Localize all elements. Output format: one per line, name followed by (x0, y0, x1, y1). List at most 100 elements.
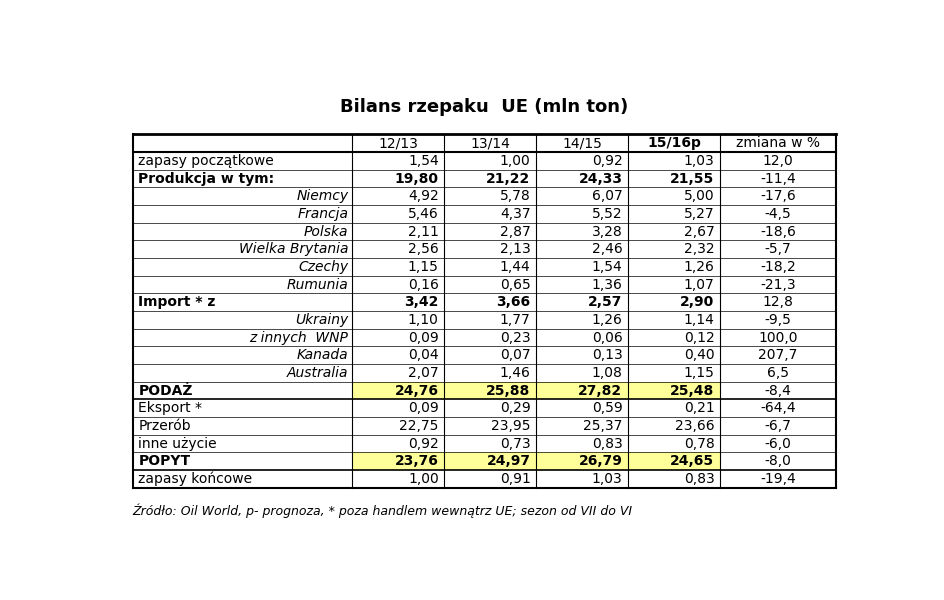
Text: 24,76: 24,76 (395, 383, 438, 398)
Text: 0,40: 0,40 (683, 348, 714, 362)
Text: 1,03: 1,03 (683, 154, 714, 168)
Text: 0,12: 0,12 (683, 331, 714, 344)
Text: 100,0: 100,0 (757, 331, 797, 344)
Text: Kanada: Kanada (296, 348, 348, 362)
Text: zmiana w %: zmiana w % (735, 136, 819, 150)
Text: Przerób: Przerób (138, 419, 191, 433)
Text: Australia: Australia (286, 366, 348, 380)
Text: 3,42: 3,42 (404, 295, 438, 309)
Text: 0,92: 0,92 (591, 154, 622, 168)
Text: z innych  WNP: z innych WNP (249, 331, 348, 344)
Text: 1,36: 1,36 (591, 278, 622, 292)
Text: 2,46: 2,46 (591, 242, 622, 256)
Text: Eksport *: Eksport * (138, 401, 202, 415)
Text: 0,16: 0,16 (408, 278, 438, 292)
Text: 1,03: 1,03 (591, 472, 622, 486)
Text: 2,57: 2,57 (587, 295, 622, 309)
Text: 1,26: 1,26 (683, 260, 714, 274)
Text: 25,88: 25,88 (486, 383, 531, 398)
Text: 23,76: 23,76 (395, 454, 438, 468)
Text: 2,67: 2,67 (683, 224, 714, 239)
Text: 5,52: 5,52 (591, 207, 622, 221)
Text: 1,00: 1,00 (408, 472, 438, 486)
Text: 5,78: 5,78 (499, 189, 531, 203)
Text: 23,95: 23,95 (491, 419, 531, 433)
Text: 24,33: 24,33 (578, 172, 622, 185)
Text: -19,4: -19,4 (759, 472, 795, 486)
Text: inne użycie: inne użycie (138, 437, 217, 451)
Text: Import * z: Import * z (138, 295, 215, 309)
Text: 0,29: 0,29 (499, 401, 531, 415)
Text: 2,13: 2,13 (499, 242, 531, 256)
Text: Bilans rzepaku  UE (mln ton): Bilans rzepaku UE (mln ton) (340, 98, 628, 116)
Text: -11,4: -11,4 (759, 172, 795, 185)
Text: 24,65: 24,65 (669, 454, 714, 468)
Bar (352, 382, 719, 400)
Text: 0,23: 0,23 (499, 331, 531, 344)
Text: Rumunia: Rumunia (286, 278, 348, 292)
Text: 0,78: 0,78 (683, 437, 714, 451)
Text: 2,87: 2,87 (499, 224, 531, 239)
Text: -64,4: -64,4 (759, 401, 795, 415)
Text: 12,8: 12,8 (762, 295, 793, 309)
Text: 6,5: 6,5 (767, 366, 788, 380)
Text: -6,7: -6,7 (764, 419, 790, 433)
Text: 2,32: 2,32 (683, 242, 714, 256)
Text: 19,80: 19,80 (395, 172, 438, 185)
Text: 1,07: 1,07 (683, 278, 714, 292)
Text: 1,14: 1,14 (683, 313, 714, 327)
Text: 1,77: 1,77 (499, 313, 531, 327)
Text: 1,08: 1,08 (591, 366, 622, 380)
Text: 26,79: 26,79 (578, 454, 622, 468)
Text: 1,15: 1,15 (683, 366, 714, 380)
Text: -17,6: -17,6 (759, 189, 795, 203)
Text: 4,37: 4,37 (499, 207, 531, 221)
Text: 207,7: 207,7 (757, 348, 797, 362)
Text: 2,56: 2,56 (408, 242, 438, 256)
Text: 21,22: 21,22 (486, 172, 531, 185)
Text: 27,82: 27,82 (578, 383, 622, 398)
Text: 0,09: 0,09 (408, 331, 438, 344)
Bar (352, 452, 719, 470)
Text: 0,59: 0,59 (591, 401, 622, 415)
Text: Czechy: Czechy (297, 260, 348, 274)
Text: 1,46: 1,46 (499, 366, 531, 380)
Text: -9,5: -9,5 (764, 313, 790, 327)
Text: -18,6: -18,6 (759, 224, 795, 239)
Text: 5,27: 5,27 (683, 207, 714, 221)
Text: -5,7: -5,7 (764, 242, 790, 256)
Text: 0,65: 0,65 (499, 278, 531, 292)
Text: -8,4: -8,4 (764, 383, 790, 398)
Text: 0,73: 0,73 (499, 437, 531, 451)
Text: -6,0: -6,0 (764, 437, 790, 451)
Text: 3,28: 3,28 (591, 224, 622, 239)
Text: 25,48: 25,48 (669, 383, 714, 398)
Text: 1,54: 1,54 (408, 154, 438, 168)
Text: 0,83: 0,83 (591, 437, 622, 451)
Text: 12,0: 12,0 (762, 154, 792, 168)
Text: 1,00: 1,00 (499, 154, 531, 168)
Text: 1,15: 1,15 (408, 260, 438, 274)
Text: -8,0: -8,0 (764, 454, 790, 468)
Text: 25,37: 25,37 (582, 419, 622, 433)
Text: zapasy końcowe: zapasy końcowe (138, 472, 252, 486)
Text: Wielka Brytania: Wielka Brytania (239, 242, 348, 256)
Text: 21,55: 21,55 (669, 172, 714, 185)
Text: 0,83: 0,83 (683, 472, 714, 486)
Text: 23,66: 23,66 (674, 419, 714, 433)
Text: 0,92: 0,92 (408, 437, 438, 451)
Text: 22,75: 22,75 (399, 419, 438, 433)
Text: 0,07: 0,07 (499, 348, 531, 362)
Text: POPYT: POPYT (138, 454, 191, 468)
Text: Produkcja w tym:: Produkcja w tym: (138, 172, 274, 185)
Text: 13/14: 13/14 (470, 136, 510, 150)
Text: 15/16p: 15/16p (647, 136, 700, 150)
Text: 1,26: 1,26 (591, 313, 622, 327)
Text: 0,04: 0,04 (408, 348, 438, 362)
Text: PODAŻ: PODAŻ (138, 383, 193, 398)
Text: 0,21: 0,21 (683, 401, 714, 415)
Text: 2,90: 2,90 (680, 295, 714, 309)
Text: 2,07: 2,07 (408, 366, 438, 380)
Text: 0,09: 0,09 (408, 401, 438, 415)
Text: 2,11: 2,11 (408, 224, 438, 239)
